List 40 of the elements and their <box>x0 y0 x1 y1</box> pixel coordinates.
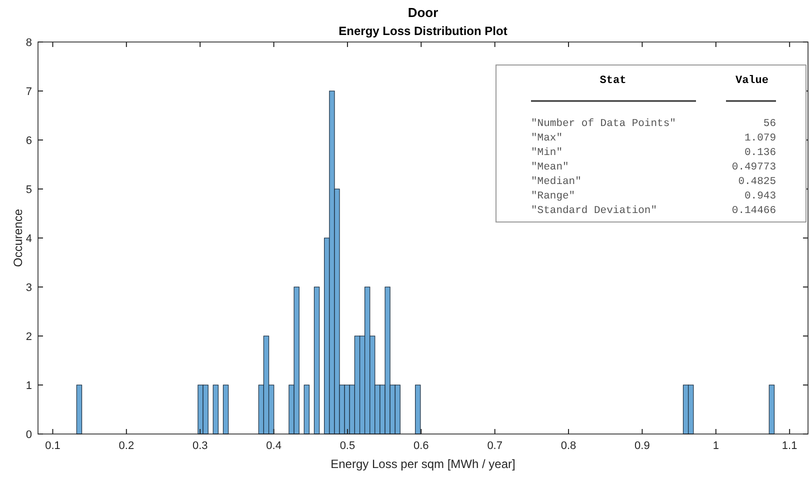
x-tick-label: 0.8 <box>560 440 576 452</box>
y-tick-label: 6 <box>26 135 32 147</box>
x-axis-title: Energy Loss per sqm [MWh / year] <box>330 457 516 471</box>
annotation: "Max" <box>531 132 563 144</box>
annotation: 0.4825 <box>738 176 776 188</box>
annotation: 1.079 <box>744 132 776 144</box>
x-tick-label: 1.1 <box>782 440 798 452</box>
x-tick-label: 0.9 <box>634 440 650 452</box>
y-axis-title: Occurence <box>11 208 25 268</box>
y-tick-label: 0 <box>26 429 32 441</box>
y-tick-label: 3 <box>26 282 32 294</box>
x-tick-label: 0.4 <box>266 440 282 452</box>
annotation: Stat <box>600 75 626 87</box>
x-tick-label: 0.6 <box>414 440 429 452</box>
annotation: "Mean" <box>531 162 569 174</box>
x-tick-label: 0.5 <box>340 440 356 452</box>
y-tick-label: 1 <box>26 380 32 392</box>
annotation: "Number of Data Points" <box>531 118 676 130</box>
x-tick-label: 0.2 <box>118 440 134 452</box>
x-tick-label: 1 <box>712 440 719 452</box>
annotation: "Range" <box>531 190 576 202</box>
annotation: "Median" <box>531 176 582 188</box>
x-tick-label: 0.7 <box>487 440 502 452</box>
annotation: "Standard Deviation" <box>531 205 658 217</box>
annotation: 0.136 <box>744 147 776 159</box>
x-tick-label: 0.1 <box>45 440 60 452</box>
chart-title: Door <box>408 5 438 20</box>
y-tick-label: 8 <box>26 37 32 49</box>
y-tick-label: 7 <box>26 86 32 98</box>
annotation: 0.14466 <box>732 205 776 217</box>
y-tick-label: 5 <box>26 184 32 196</box>
chart-subtitle: Energy Loss Distribution Plot <box>338 24 508 38</box>
y-tick-label: 2 <box>26 331 32 343</box>
annotation: 56 <box>763 118 776 130</box>
annotation: 0.49773 <box>732 162 776 174</box>
annotation: 0.943 <box>744 190 776 202</box>
annotation: Value <box>735 75 769 87</box>
annotation: "Min" <box>531 147 563 159</box>
x-tick-label: 0.3 <box>192 440 208 452</box>
y-tick-label: 4 <box>26 233 32 245</box>
